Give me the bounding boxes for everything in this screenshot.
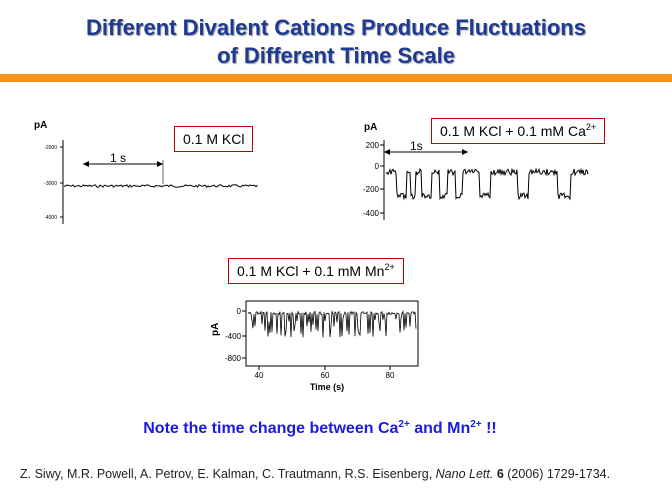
panel-mn-x-axis-label: Time (s) bbox=[310, 382, 344, 392]
panel-mn-x-tick-label: 80 bbox=[386, 371, 395, 380]
scale-bar-arrow-right bbox=[462, 149, 468, 155]
panel-kcl-tick-label: -3000 bbox=[44, 181, 57, 187]
scale-bar-arrow-right bbox=[157, 161, 163, 167]
title-line-1: Different Divalent Cations Produce Fluct… bbox=[86, 15, 586, 40]
panel-kcl-unit: pA bbox=[34, 120, 47, 131]
label-kcl-mn: 0.1 M KCl + 0.1 mM Mn2+ bbox=[228, 258, 404, 284]
label-kcl-ca: 0.1 M KCl + 0.1 mM Ca2+ bbox=[431, 118, 606, 144]
panel-ca-tick-label: 200 bbox=[366, 141, 380, 150]
citation: Z. Siwy, M.R. Powell, A. Petrov, E. Kalm… bbox=[20, 467, 611, 481]
panel-kcl: pA -2000 -3000 -4000 1 s bbox=[34, 120, 258, 224]
panel-ca: pA 200 0 -200 -400 1s bbox=[363, 122, 589, 220]
title-line-2: of Different Time Scale bbox=[217, 43, 455, 68]
panel-ca-tick-label: -400 bbox=[363, 209, 380, 218]
panel-mn-tick-label: -800 bbox=[225, 354, 242, 363]
panel-mn-frame bbox=[245, 300, 419, 367]
panel-ca-unit: pA bbox=[364, 122, 377, 133]
slide-title: Different Divalent Cations Produce Fluct… bbox=[0, 14, 672, 70]
panel-mn-x-tick-label: 60 bbox=[321, 371, 330, 380]
accent-bar bbox=[0, 74, 672, 82]
panel-ca-trace bbox=[385, 167, 589, 201]
panel-kcl-scale-label: 1 s bbox=[110, 151, 126, 165]
panel-ca-tick-label: 0 bbox=[375, 162, 380, 171]
panel-mn-tick-label: -400 bbox=[225, 332, 242, 341]
scale-bar-arrow-left bbox=[83, 161, 89, 167]
panel-ca-scale-label: 1s bbox=[410, 139, 423, 153]
label-kcl: 0.1 M KCl bbox=[174, 126, 254, 152]
panel-kcl-tick-label: -4000 bbox=[44, 215, 57, 221]
panel-mn-tick-label: 0 bbox=[237, 307, 242, 316]
panel-mn-x-tick-label: 40 bbox=[255, 371, 264, 380]
panel-kcl-tick-label: -2000 bbox=[44, 145, 57, 151]
panel-mn-unit: pA bbox=[210, 323, 221, 336]
panel-kcl-trace bbox=[63, 184, 258, 188]
panel-mn-trace bbox=[247, 310, 417, 338]
panel-mn: pA 0 -400 -800 40 60 80 Time (s) bbox=[210, 300, 419, 392]
scale-bar-arrow-left bbox=[384, 149, 390, 155]
time-change-note: Note the time change between Ca2+ and Mn… bbox=[143, 419, 497, 438]
panel-ca-tick-label: -200 bbox=[363, 185, 380, 194]
